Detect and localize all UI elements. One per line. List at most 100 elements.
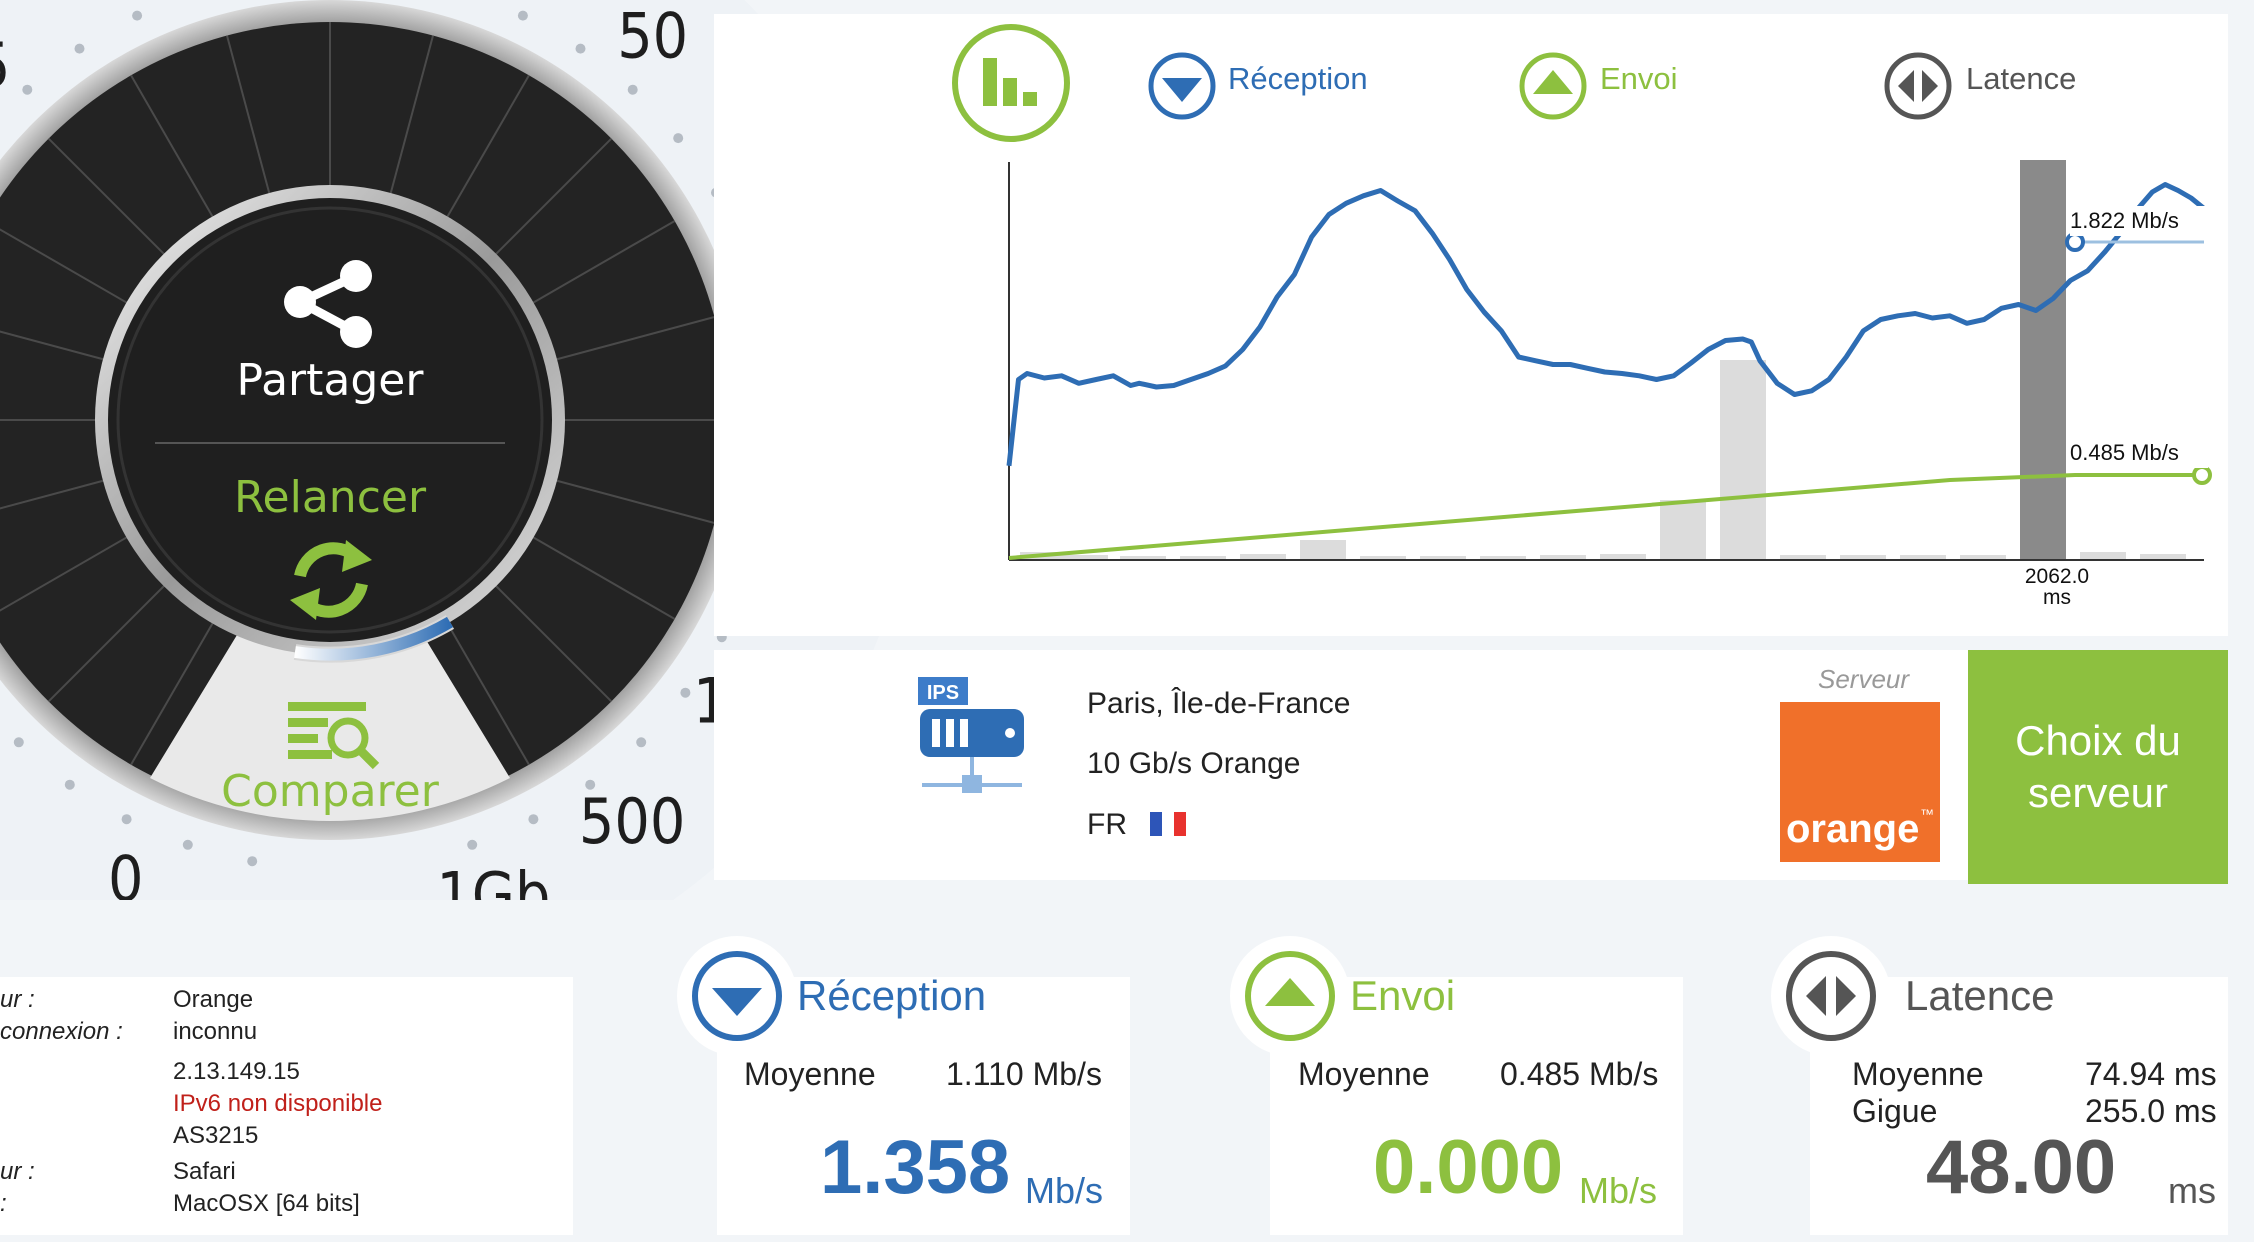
reception-legend-label[interactable]: Réception [1228,61,1368,96]
latency-bar [1180,556,1226,560]
latency-bar [1540,555,1586,560]
choose-server-button[interactable]: Choix du serveur [1968,650,2228,884]
progress-arc [294,616,454,661]
server-provider: 10 Gb/s Orange [1087,747,1301,780]
compare-wedge[interactable] [150,630,510,822]
latence-avg-label: Moyenne [1852,1056,1984,1092]
gauge-segment-line [47,137,167,257]
reception-avg-value: 1.110 Mb/s [946,1056,1102,1092]
latence-jitter-value: 255.0 ms [2085,1093,2217,1129]
gauge-segment-line [389,35,434,197]
restart-button[interactable]: Relancer [234,472,427,523]
reception-current-value: 1.358 [820,1125,1011,1210]
reception-legend-icon[interactable] [1148,52,1216,120]
chart-toggle-icon[interactable] [952,24,1070,142]
time-value-label: 2062.0 [2025,565,2089,588]
gauge-segment-line [493,137,613,257]
envoi-legend-label[interactable]: Envoi [1600,61,1678,96]
info-row-value: 2.13.149.15 [173,1058,300,1085]
gauge-segment-line [0,228,130,305]
info-row-label: ur : [0,1158,35,1185]
server-country-code: FR [1087,808,1127,841]
envoi-avg-label: Moyenne [1298,1056,1430,1092]
latency-bar [1660,500,1706,560]
gauge-scale-label: 1Gb [436,859,550,900]
info-row-label: ur : [0,986,35,1013]
gauge-scale-dot [585,779,596,790]
gauge-segment-line [530,220,676,305]
info-row-label: connexion : [0,1018,123,1045]
latence-stat-icon [1771,936,1891,1056]
refresh-icon[interactable] [290,540,372,620]
latency-bar [1720,360,1766,560]
info-row-value: AS3215 [173,1122,259,1149]
latency-bar [1780,555,1826,560]
info-row-value: Orange [173,986,254,1013]
compare-button[interactable]: Comparer [221,766,440,817]
gauge-scale-dot [528,814,539,825]
latence-unit: ms [2168,1170,2216,1211]
gauge-scale-dot [182,839,193,850]
envoi-series-line [1008,473,2204,560]
gauge-scale-dot [13,737,24,748]
orange-logo: orange ™ [1780,702,1940,862]
gauge-scale-dot [22,84,33,95]
latency-bar [1240,554,1286,560]
stat-icons [677,936,1891,1056]
gauge-segment-line [553,479,715,524]
gauge-segment-line [0,330,107,361]
envoi-stat-icon [1230,936,1350,1056]
latency-bar [2140,554,2186,560]
center-button [108,198,552,642]
speedometer: 01525304050607080901005001Gb Partager Re… [0,0,920,900]
gauge-segment-line [130,620,215,766]
reception-stat-icon [677,936,797,1056]
gauge-scale-dot [247,856,258,867]
latency-bar [1480,556,1526,560]
reception-avg-label: Moyenne [744,1056,876,1092]
info-row-value: MacOSX [64 bits] [173,1190,360,1217]
latence-legend-icon[interactable] [1884,52,1952,120]
info-row-label: : [0,1190,7,1217]
latency-bar [1120,556,1166,560]
gauge-segment-line [0,479,107,510]
gauge-scale-dot [132,10,143,21]
envoi-current-value: 0.000 [1373,1125,1564,1210]
gauge-segment-line [445,620,530,766]
envoi-unit: Mb/s [1579,1170,1658,1211]
gauge-segment-line [530,535,676,620]
chart-header-icons [952,24,1952,142]
latency-bars [1020,160,2186,560]
gauge-scale-label: 15 [0,29,10,102]
latency-bar [1420,556,1466,560]
gauge-segment-line [445,74,530,220]
info-row-value: IPv6 non disponible [173,1090,383,1117]
latency-bar [1062,555,1108,560]
latency-bar [2080,552,2126,560]
gauge-scale-dot [517,10,528,21]
info-row-value: inconnu [173,1018,258,1045]
share-icon[interactable] [284,260,372,348]
serveur-label: Serveur [1818,664,1910,694]
gauge-segment-line [553,316,715,361]
latency-bar [1360,556,1406,560]
gauge-scale-dot [575,43,586,54]
gauge-scale-dot [74,43,85,54]
share-button[interactable]: Partager [237,355,425,406]
latency-bar [1840,555,1886,560]
gauge-segment-line [493,583,613,703]
latency-bar [1960,555,2006,560]
gauge-scale-dot [64,779,75,790]
latence-legend-label[interactable]: Latence [1966,61,2077,96]
reception-series-line [1006,182,2206,467]
compare-icon[interactable] [288,702,380,770]
latence-current-value: 48.00 [1926,1125,2117,1210]
envoi-legend-icon[interactable] [1519,52,1587,120]
gauge-segment-line [47,583,167,703]
gauge-scale-dot [680,687,691,698]
speed-chart: 1.822 Mb/s 0.485 Mb/s 2062.0 ms [1006,160,2212,609]
time-unit-label: ms [2043,586,2071,609]
gauge-scale-dot [121,814,132,825]
server-icon: IPS [918,677,1024,793]
gauge-scale-dot [673,133,684,144]
